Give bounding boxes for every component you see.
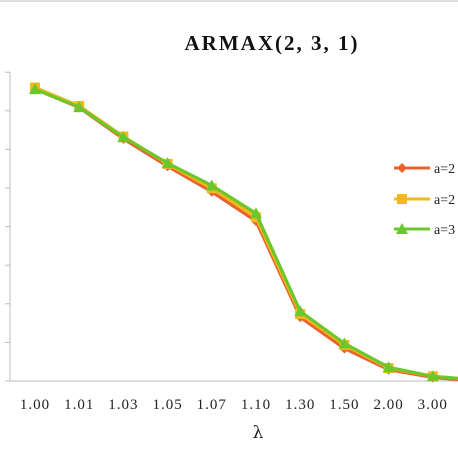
data-point-triangle [73, 101, 86, 113]
series-line [34, 87, 434, 378]
data-point-triangle [426, 370, 439, 382]
data-point-triangle [117, 131, 130, 143]
legend-label: a=3 [434, 223, 455, 238]
x-tick-labels: 1.00 1.01 1.03 1.05 1.07 1.10 1.30 1.50 2.00 3.00 [20, 397, 448, 413]
y-axis [5, 71, 11, 382]
data-point-triangle [382, 361, 395, 373]
series-line [34, 86, 434, 378]
x-tick-label: 1.03 [108, 397, 138, 413]
data-point-triangle [29, 83, 41, 95]
data-point-triangle [205, 179, 218, 191]
legend-entry: a=2 [394, 193, 455, 208]
data-point-triangle [396, 223, 408, 234]
x-tick-label: 1.30 [285, 397, 315, 413]
legend-label: a=2 [434, 162, 455, 177]
x-tick-label: 1.00 [20, 397, 50, 413]
series-2 [30, 82, 458, 382]
series-3 [29, 83, 458, 382]
legend: a=2 a=2 a=3 [394, 162, 455, 238]
x-tick-label: 1.05 [152, 397, 182, 413]
series-1 [30, 84, 458, 383]
x-tick-label: 1.01 [64, 397, 94, 413]
data-point-diamond [397, 163, 407, 173]
x-axis-label: λ [253, 423, 264, 443]
data-point-triangle [338, 337, 351, 349]
data-point-square [397, 194, 407, 204]
data-point-triangle [294, 305, 307, 317]
series-layer [29, 82, 458, 383]
data-point-triangle [250, 207, 262, 219]
data-point-triangle [161, 157, 174, 169]
x-tick-label: 1.10 [241, 397, 271, 413]
legend-label: a=2 [434, 193, 455, 208]
series-line-tail [432, 374, 458, 380]
series-line [34, 87, 434, 380]
x-tick-label: 1.07 [197, 397, 227, 413]
legend-entry: a=2 [394, 162, 455, 177]
x-tick-label: 3.00 [418, 397, 448, 413]
x-tick-label: 2.00 [373, 397, 403, 413]
legend-entry: a=3 [394, 223, 455, 238]
chart-title: ARMAX(2, 3, 1) [185, 31, 360, 55]
x-tick-label: 1.50 [329, 397, 359, 413]
